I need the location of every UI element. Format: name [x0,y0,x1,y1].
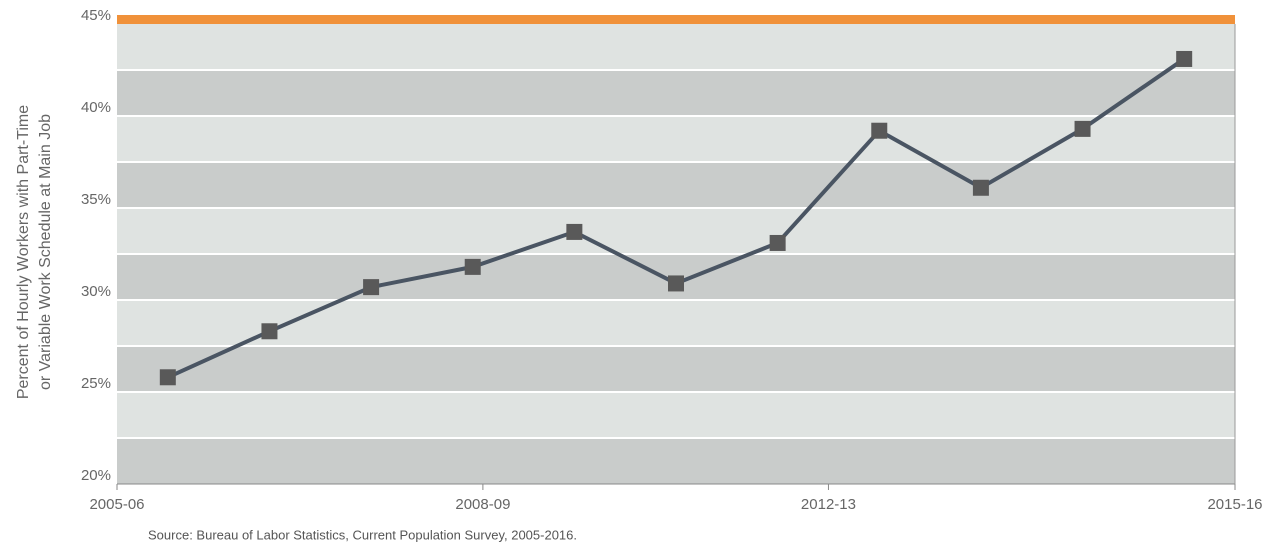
y-tick-label: 45% [81,7,111,24]
y-tick-label: 20% [81,467,111,484]
band [117,392,1235,438]
band [117,300,1235,346]
band [117,70,1235,116]
data-point [159,369,176,386]
band [117,24,1235,70]
y-tick-label: 30% [81,283,111,300]
x-tick-label: 2008-09 [455,496,510,513]
x-tick-label: 2005-06 [89,496,144,513]
data-point [1176,50,1193,67]
top-accent [117,15,1235,25]
band [117,116,1235,162]
y-axis-title: Percent of Hourly Workers with Part-Time [15,105,32,399]
band [117,208,1235,254]
source-note: Source: Bureau of Labor Statistics, Curr… [148,527,577,542]
data-point [261,323,278,340]
y-axis-title: or Variable Work Schedule at Main Job [37,114,54,390]
data-point [1074,120,1091,137]
data-point [566,223,583,240]
band [117,438,1235,484]
band [117,162,1235,208]
data-point [668,275,684,292]
y-tick-label: 40% [81,99,111,116]
band [117,346,1235,392]
y-tick-label: 35% [81,191,111,208]
x-tick-label: 2015-16 [1207,496,1262,513]
data-point [871,122,888,139]
data-point [363,279,380,296]
data-point [769,234,786,251]
x-tick-label: 2012-13 [801,496,856,513]
data-point [972,179,989,196]
y-tick-label: 25% [81,375,111,392]
data-point [464,258,481,275]
